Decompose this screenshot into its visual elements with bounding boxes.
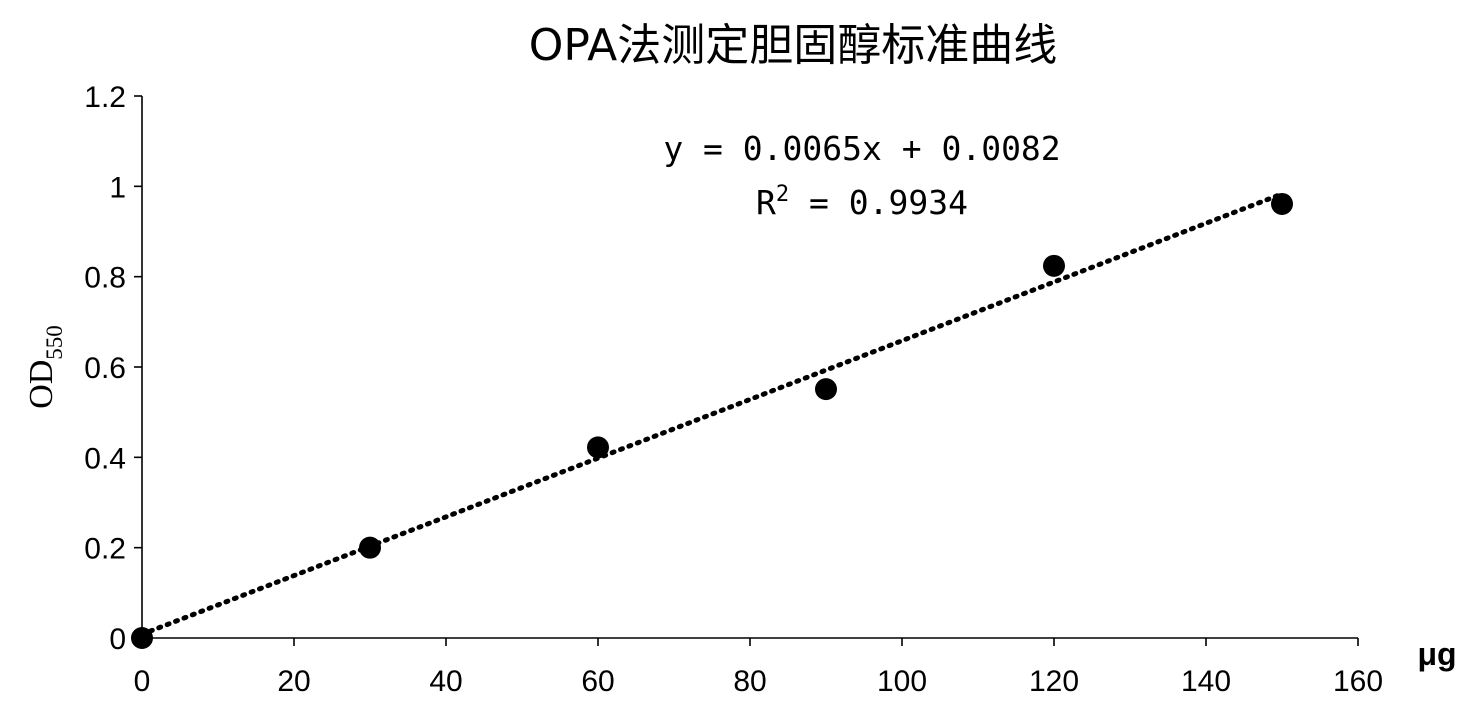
y-tick-label: 0.4 bbox=[84, 442, 126, 475]
data-point bbox=[1271, 192, 1293, 215]
trendline-equation: y = 0.0065x + 0.0082 bbox=[663, 129, 1060, 168]
x-tick-label: 20 bbox=[277, 665, 310, 698]
x-tick-label: 80 bbox=[733, 665, 766, 698]
x-tick-label: 0 bbox=[134, 665, 151, 698]
y-tick-label: 1.2 bbox=[84, 81, 126, 114]
y-tick-label: 0.6 bbox=[84, 352, 126, 385]
data-points bbox=[131, 192, 1293, 649]
x-tick-label: 40 bbox=[429, 665, 462, 698]
y-axis-title: OD550 bbox=[23, 325, 67, 409]
x-axis-unit-label: μg bbox=[1417, 636, 1456, 672]
trendline bbox=[139, 191, 1285, 637]
y-tick-label: 1 bbox=[109, 171, 126, 204]
data-point bbox=[1043, 254, 1065, 277]
y-tick-label: 0 bbox=[109, 623, 126, 656]
data-point bbox=[587, 436, 609, 459]
chart-title: OPA法测定胆固醇标准曲线 bbox=[529, 20, 1057, 71]
x-axis-ticks: 0 20 40 60 80 100 120 140 160 bbox=[134, 638, 1383, 698]
data-point bbox=[815, 378, 837, 401]
x-tick-label: 60 bbox=[581, 665, 614, 698]
x-tick-label: 160 bbox=[1333, 665, 1383, 698]
x-tick-label: 140 bbox=[1181, 665, 1231, 698]
x-tick-label: 120 bbox=[1029, 665, 1079, 698]
plot-area: 0 0.2 0.4 0.6 0.8 1 1.2 0 20 40 60 80 100 120 140 160 bbox=[84, 81, 1383, 698]
y-axis-ticks: 0 0.2 0.4 0.6 0.8 1 1.2 bbox=[84, 81, 142, 656]
r-squared-label: R2 = 0.9934 bbox=[756, 182, 968, 222]
y-tick-label: 0.2 bbox=[84, 533, 126, 566]
x-tick-label: 100 bbox=[877, 665, 927, 698]
y-tick-label: 0.8 bbox=[84, 262, 126, 295]
data-point bbox=[359, 536, 381, 559]
data-point bbox=[131, 627, 153, 649]
